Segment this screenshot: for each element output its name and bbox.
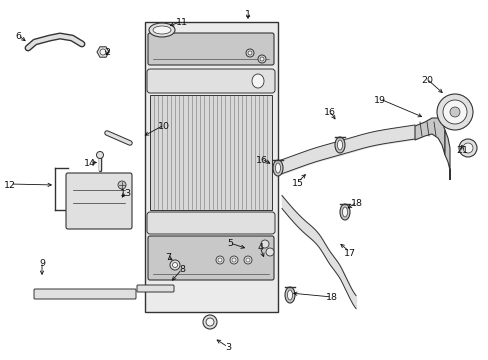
Circle shape [436, 94, 472, 130]
Polygon shape [444, 130, 449, 180]
Ellipse shape [285, 287, 294, 303]
Ellipse shape [342, 207, 347, 217]
Circle shape [216, 256, 224, 264]
Ellipse shape [287, 290, 292, 300]
Text: 12: 12 [4, 180, 16, 189]
Text: 13: 13 [120, 189, 132, 198]
Text: 21: 21 [455, 145, 467, 154]
Circle shape [244, 256, 251, 264]
Text: 4: 4 [257, 243, 263, 252]
Circle shape [205, 318, 214, 326]
Circle shape [442, 100, 466, 124]
Text: 1: 1 [244, 9, 250, 18]
Text: 14: 14 [84, 158, 96, 167]
Circle shape [203, 315, 217, 329]
FancyBboxPatch shape [148, 236, 273, 280]
Circle shape [172, 262, 177, 267]
Circle shape [458, 139, 476, 157]
Bar [150, 95, 271, 210]
Text: 16: 16 [324, 108, 335, 117]
Ellipse shape [337, 140, 342, 150]
Circle shape [218, 258, 222, 262]
Polygon shape [414, 118, 444, 155]
Circle shape [96, 152, 103, 158]
Ellipse shape [272, 160, 283, 176]
FancyBboxPatch shape [66, 173, 132, 229]
Text: 19: 19 [373, 95, 385, 104]
Circle shape [449, 107, 459, 117]
FancyBboxPatch shape [147, 69, 274, 93]
FancyBboxPatch shape [137, 285, 174, 292]
Polygon shape [97, 47, 109, 57]
FancyBboxPatch shape [148, 33, 273, 65]
Text: 7: 7 [164, 253, 171, 262]
Ellipse shape [153, 26, 171, 34]
Text: 15: 15 [291, 179, 304, 188]
Text: 11: 11 [176, 18, 187, 27]
Ellipse shape [334, 137, 345, 153]
Ellipse shape [339, 204, 349, 220]
Ellipse shape [251, 74, 264, 88]
Text: 17: 17 [343, 248, 355, 257]
Text: 2: 2 [104, 48, 110, 57]
Circle shape [260, 57, 264, 61]
Circle shape [245, 258, 249, 262]
Circle shape [261, 240, 268, 248]
Circle shape [231, 258, 236, 262]
Ellipse shape [149, 23, 175, 37]
Circle shape [245, 49, 253, 57]
Circle shape [118, 181, 126, 189]
Text: 16: 16 [256, 156, 267, 165]
Text: 9: 9 [39, 258, 45, 267]
Text: 6: 6 [15, 32, 21, 41]
FancyBboxPatch shape [34, 289, 136, 299]
Text: 8: 8 [179, 266, 184, 275]
Text: 10: 10 [158, 122, 170, 131]
Circle shape [462, 143, 472, 153]
Text: 3: 3 [224, 343, 231, 352]
Text: 18: 18 [350, 198, 362, 207]
FancyBboxPatch shape [147, 212, 274, 234]
Circle shape [265, 248, 273, 256]
Bar [145, 22, 278, 312]
Circle shape [258, 55, 265, 63]
Circle shape [100, 49, 106, 55]
Circle shape [170, 260, 180, 270]
Circle shape [229, 256, 238, 264]
Text: 5: 5 [226, 239, 232, 248]
Text: 20: 20 [420, 76, 432, 85]
Text: 18: 18 [325, 293, 337, 302]
Circle shape [247, 51, 251, 55]
Ellipse shape [275, 163, 280, 173]
